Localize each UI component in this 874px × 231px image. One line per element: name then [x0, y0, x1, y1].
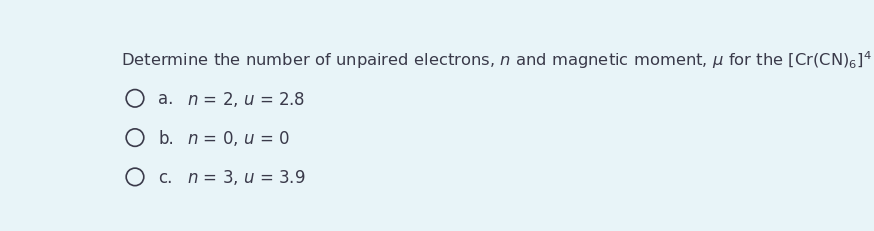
- Text: c.: c.: [158, 168, 172, 186]
- Text: $\it{n}$ = 2, $\it{u}$ = 2.8: $\it{n}$ = 2, $\it{u}$ = 2.8: [187, 89, 305, 108]
- Text: Determine the number of unpaired electrons, $\it{n}$ and magnetic moment, $\it{\: Determine the number of unpaired electro…: [121, 49, 874, 71]
- Text: $\it{n}$ = 3, $\it{u}$ = 3.9: $\it{n}$ = 3, $\it{u}$ = 3.9: [187, 168, 306, 187]
- Text: $\it{n}$ = 0, $\it{u}$ = 0: $\it{n}$ = 0, $\it{u}$ = 0: [187, 128, 290, 147]
- Text: a.: a.: [158, 90, 173, 108]
- Text: b.: b.: [158, 129, 174, 147]
